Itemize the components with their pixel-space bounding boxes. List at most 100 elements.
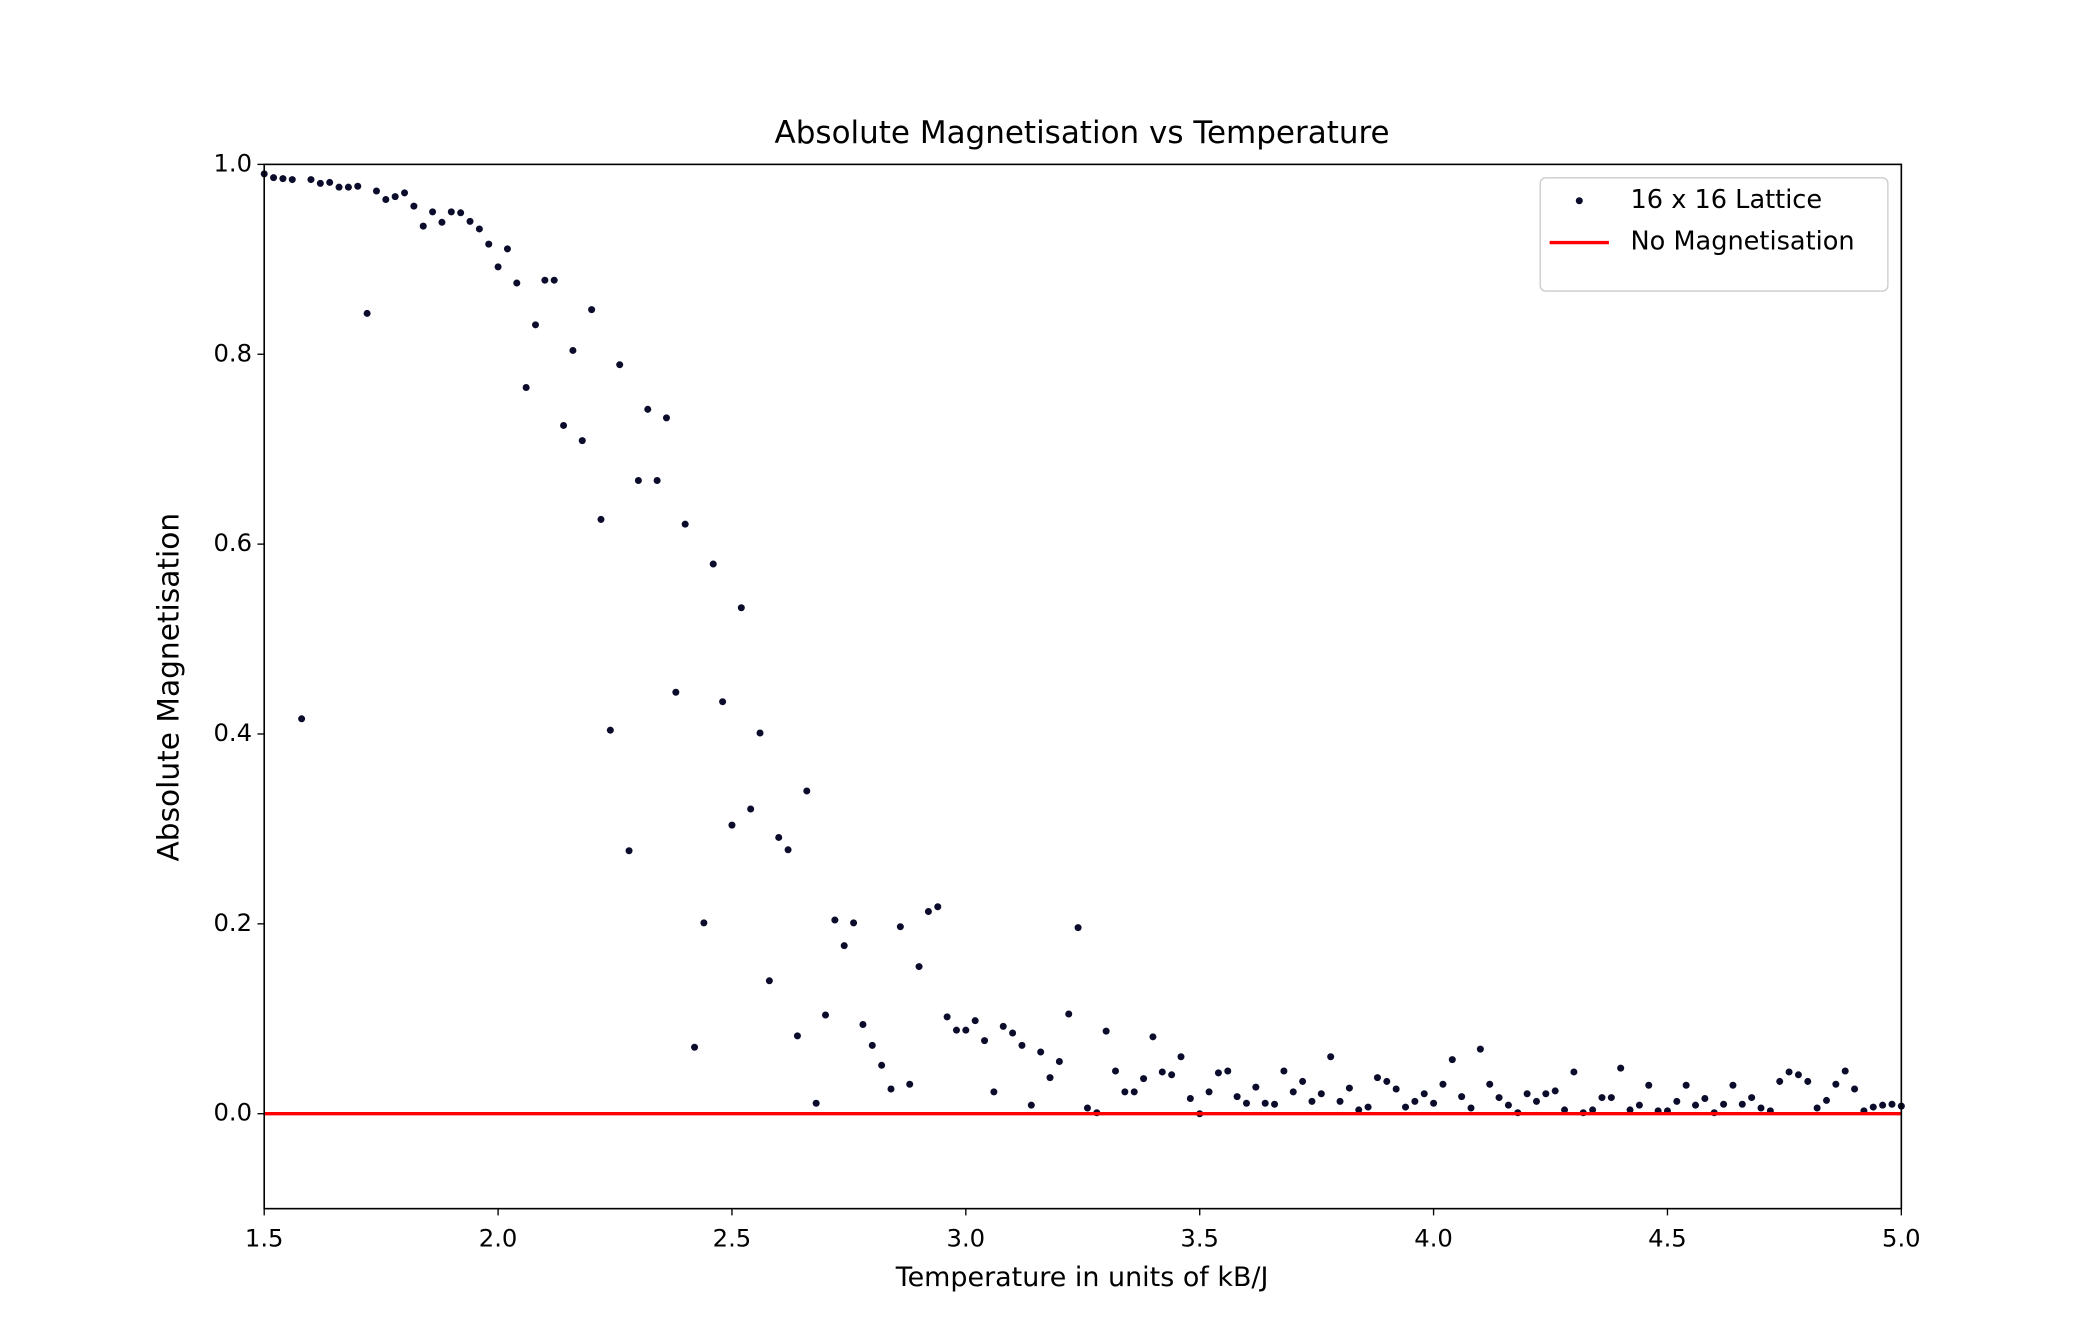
data-point	[1420, 1090, 1428, 1098]
data-point	[513, 279, 521, 287]
data-point	[644, 405, 652, 413]
data-point	[1804, 1077, 1812, 1085]
y-tick-label: 0.6	[214, 528, 253, 557]
data-point	[1233, 1093, 1241, 1101]
data-point	[1402, 1103, 1410, 1111]
data-point	[1617, 1064, 1625, 1072]
data-point	[1448, 1056, 1456, 1064]
data-point	[270, 174, 278, 182]
data-point	[662, 414, 670, 422]
x-tick-label: 2.0	[479, 1224, 518, 1253]
data-point	[466, 217, 474, 225]
x-tick-label: 4.0	[1414, 1224, 1453, 1253]
chart-title: Absolute Magnetisation vs Temperature	[775, 115, 1390, 151]
data-point	[531, 321, 540, 329]
data-point	[672, 688, 680, 696]
data-point	[709, 560, 717, 568]
data-point	[1177, 1053, 1185, 1061]
data-point	[1757, 1104, 1765, 1112]
y-tick-label: 1.0	[214, 148, 253, 177]
data-point	[850, 919, 858, 927]
data-point	[1879, 1101, 1887, 1109]
data-point	[382, 196, 390, 204]
data-point	[981, 1037, 989, 1045]
data-point	[569, 346, 577, 354]
data-point	[1280, 1067, 1288, 1075]
data-point	[1083, 1104, 1091, 1112]
data-point	[840, 942, 848, 950]
data-point	[522, 383, 530, 391]
legend-label: 16 x 16 Lattice	[1631, 185, 1823, 215]
data-point	[1495, 1094, 1503, 1102]
data-point	[924, 908, 932, 916]
data-point	[896, 923, 904, 931]
data-point	[1214, 1069, 1222, 1077]
data-point	[784, 846, 792, 854]
data-point	[597, 515, 605, 523]
data-point	[1748, 1094, 1756, 1102]
data-point	[419, 222, 427, 230]
data-point	[803, 787, 811, 795]
data-point	[1841, 1067, 1849, 1075]
data-point	[812, 1099, 820, 1107]
x-tick-label: 1.5	[245, 1224, 284, 1253]
data-point	[550, 276, 558, 284]
data-point	[344, 183, 352, 191]
x-tick-label: 5.0	[1882, 1224, 1921, 1253]
data-point	[298, 715, 306, 723]
data-point	[999, 1022, 1007, 1030]
data-point	[1486, 1080, 1494, 1088]
data-point	[1112, 1067, 1120, 1075]
data-point	[1645, 1081, 1653, 1089]
data-point	[1130, 1088, 1138, 1096]
data-point	[971, 1017, 979, 1025]
data-point	[1458, 1093, 1466, 1101]
data-point	[887, 1085, 895, 1093]
data-point	[485, 240, 493, 248]
data-point	[1224, 1067, 1232, 1075]
data-point	[634, 477, 642, 485]
data-point	[1327, 1053, 1335, 1061]
data-point	[775, 833, 783, 841]
legend-symbol	[1575, 197, 1583, 205]
data-point	[943, 1013, 951, 1021]
data-point	[429, 208, 437, 216]
data-point	[1851, 1085, 1859, 1093]
data-point	[822, 1011, 830, 1019]
data-point	[1504, 1101, 1512, 1109]
data-point	[868, 1041, 876, 1049]
data-point	[1121, 1088, 1129, 1096]
data-point	[756, 729, 764, 737]
data-point	[765, 977, 773, 985]
data-point	[1018, 1041, 1026, 1049]
data-point	[1411, 1097, 1419, 1105]
data-point	[1476, 1045, 1484, 1053]
data-point	[1570, 1068, 1578, 1076]
data-point	[1561, 1106, 1569, 1114]
data-point	[1467, 1104, 1475, 1112]
data-point	[1888, 1100, 1896, 1108]
data-point	[307, 176, 315, 184]
data-point	[1738, 1100, 1746, 1108]
data-point	[990, 1088, 998, 1096]
data-point	[588, 306, 596, 314]
data-point	[1869, 1103, 1877, 1111]
data-point	[288, 176, 296, 184]
data-point	[401, 189, 409, 197]
x-tick-label: 4.5	[1648, 1224, 1687, 1253]
data-point	[1027, 1101, 1035, 1109]
data-point	[1542, 1090, 1550, 1098]
data-point	[475, 225, 483, 233]
data-point	[1589, 1106, 1597, 1114]
data-point	[1046, 1074, 1054, 1082]
data-point	[1794, 1071, 1802, 1079]
data-point	[1355, 1106, 1363, 1114]
data-point	[1289, 1088, 1297, 1096]
data-point	[1074, 924, 1082, 932]
data-point	[653, 477, 661, 485]
data-point	[1037, 1048, 1045, 1056]
data-point	[934, 903, 942, 911]
data-point	[1598, 1094, 1606, 1102]
data-point	[316, 179, 324, 187]
